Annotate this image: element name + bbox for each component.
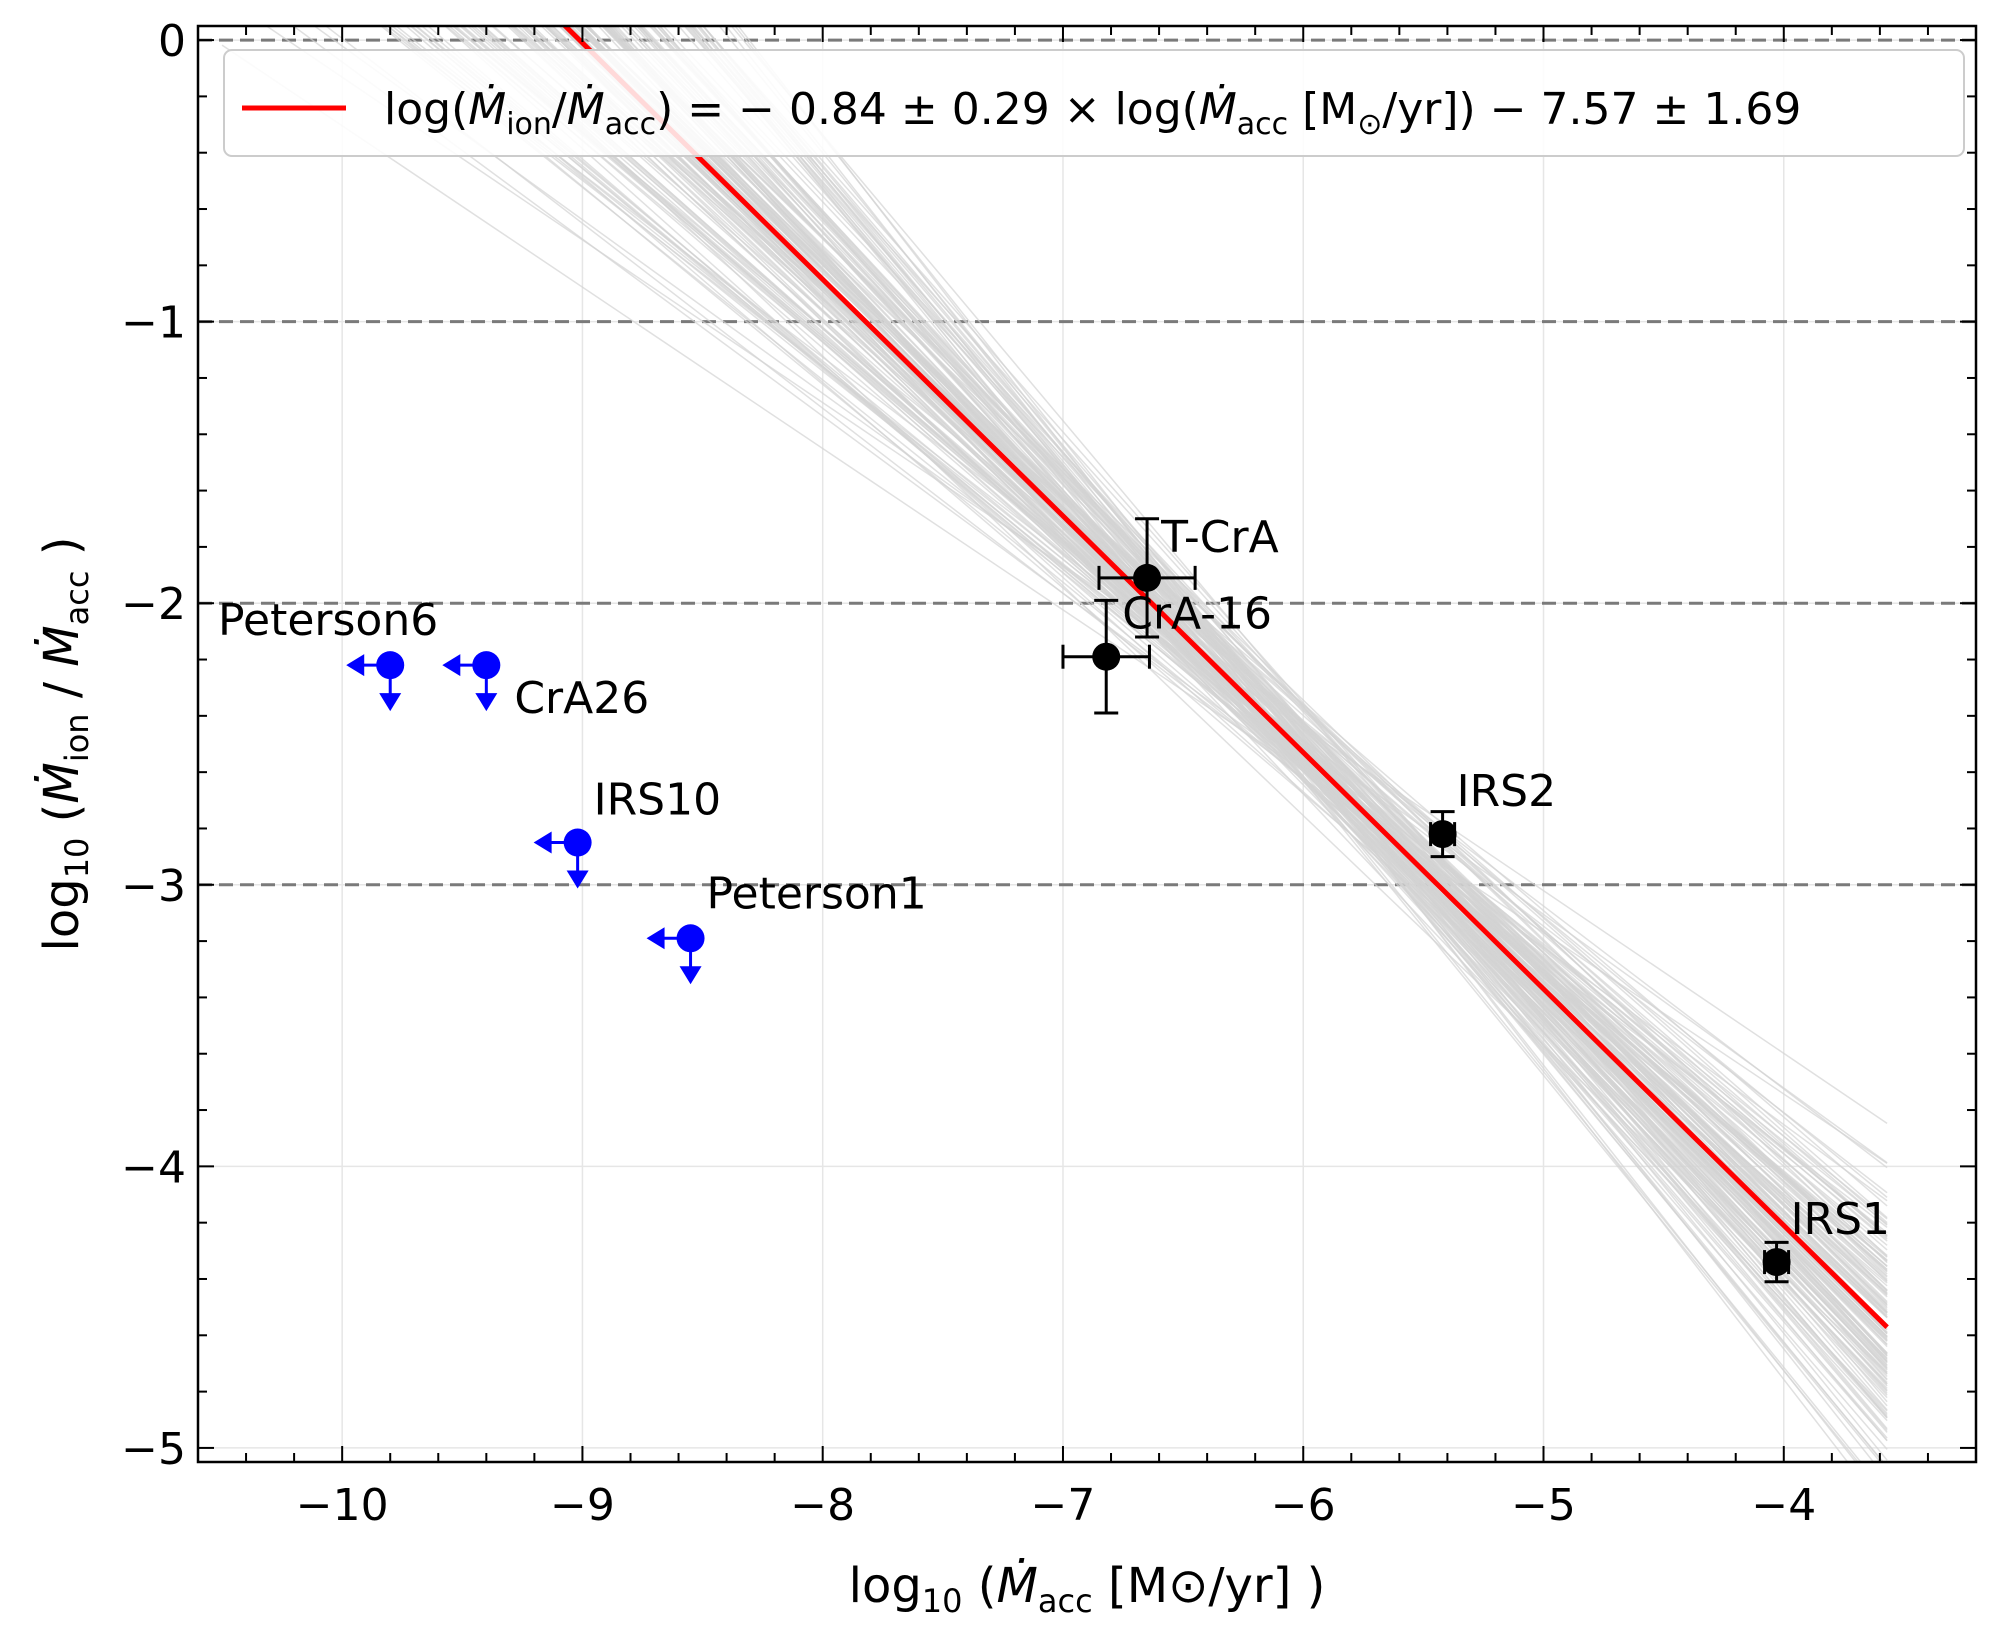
fit-sample-line (415, 26, 1888, 1240)
legend-label: log(Ṁion/Ṁacc) = − 0.84 ± 0.29 × log(Ṁac… (384, 83, 1801, 142)
y-tick-label: −1 (121, 298, 186, 349)
fit-sample-line (510, 26, 1888, 1292)
y-tick-labels: 0 −1 −2 −3 −4 −5 (121, 16, 186, 1475)
point-label-irs1: IRS1 (1791, 1194, 1890, 1245)
legend: log(Ṁion/Ṁacc) = − 0.84 ± 0.29 × log(Ṁac… (223, 49, 1965, 157)
fit-sample-line (265, 26, 1888, 1124)
fit-sample-line (702, 26, 1888, 1362)
point-label-cra-16: CrA-16 (1122, 589, 1272, 640)
y-tick-label: −2 (121, 579, 186, 630)
x-axis-title: log10 (Ṁacc [M⊙/yr] ) (849, 1558, 1326, 1620)
fit-sample-line (637, 26, 1888, 1357)
fit-sample-line (313, 26, 1888, 1164)
fit-line-group (561, 26, 1889, 1329)
plot-frame (196, 24, 1978, 1464)
y-tick-label: 0 (158, 16, 186, 67)
x-tick-label: −8 (790, 1480, 855, 1531)
limit-arrow-left-head (346, 654, 365, 677)
point-label-cra26: CrA26 (514, 673, 649, 724)
data-point-t-cra (1133, 563, 1162, 592)
point-labels: T-CrA CrA-16 IRS2 IRS1 Peterson6 CrA26 IRS10 Pe… (218, 512, 1890, 1245)
y-tick-label: −5 (121, 1424, 186, 1475)
x-tick-label: −7 (1031, 1480, 1096, 1531)
fit-sample-line (702, 26, 1888, 1407)
x-tick-label: −10 (296, 1480, 389, 1531)
limit-arrow-down-head (566, 870, 589, 889)
best-fit-line (561, 26, 1889, 1329)
point-label-peterson1: Peterson1 (707, 868, 927, 919)
limit-arrow-left-head (646, 927, 665, 950)
plot-background (198, 26, 1976, 1462)
limit-arrow-down-head (679, 966, 702, 985)
fit-sample-line (414, 26, 1888, 1261)
y-tick-label: −3 (121, 861, 186, 912)
point-label-t-cra: T-CrA (1160, 512, 1279, 563)
x-tick-labels: −10 −9 −8 −7 −6 −5 −4 (296, 1480, 1816, 1531)
data-point-cra-16 (1092, 642, 1121, 671)
limit-point-peterson6 (376, 651, 405, 680)
legend-box (223, 49, 1965, 157)
data-point-irs2 (1428, 820, 1457, 849)
fit-sample-line (610, 26, 1888, 1366)
fit-sample-line (564, 26, 1888, 1359)
x-tick-label: −9 (550, 1480, 615, 1531)
point-label-irs2: IRS2 (1457, 766, 1556, 817)
fit-sample-line (608, 26, 1888, 1391)
y-axis-title: log10 (Ṁion / Ṁacc ) (34, 537, 96, 952)
fit-sample-line (730, 26, 1888, 1403)
limit-arrow-left-head (442, 654, 461, 677)
limit-point-peterson1 (676, 924, 705, 953)
fit-sample-line (683, 26, 1888, 1380)
upper-limit-points (346, 651, 705, 985)
fit-sample-line (426, 26, 1888, 1284)
x-tick-label: −4 (1751, 1480, 1816, 1531)
point-label-irs10: IRS10 (594, 775, 721, 826)
limit-point-irs10 (563, 828, 592, 857)
limit-arrow-left-head (533, 831, 552, 854)
fit-sample-line (684, 26, 1888, 1433)
fit-sample-line (662, 26, 1888, 1334)
fit-sample-line (690, 26, 1888, 1418)
fit-sample-line (544, 26, 1888, 1342)
axis-ticks (197, 26, 1977, 1462)
limit-point-cra26 (472, 651, 501, 680)
fit-sample-line (585, 26, 1888, 1314)
x-tick-label: −6 (1271, 1480, 1336, 1531)
limit-arrow-down-head (379, 693, 402, 712)
fit-sample-line (566, 26, 1888, 1306)
limit-arrow-down-head (475, 693, 498, 712)
x-tick-label: −5 (1511, 1480, 1576, 1531)
y-tick-label: −4 (121, 1142, 186, 1193)
data-point-irs1 (1762, 1248, 1791, 1277)
point-label-peterson6: Peterson6 (218, 595, 438, 646)
fit-sample-line (620, 26, 1888, 1356)
data-points (1092, 563, 1791, 1277)
